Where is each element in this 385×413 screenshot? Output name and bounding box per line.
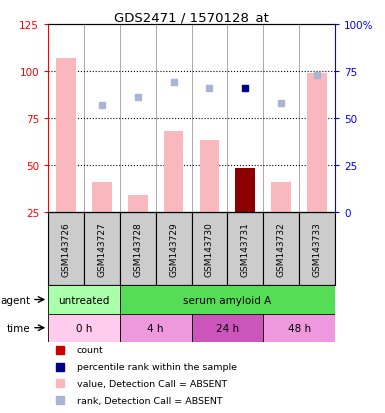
Title: GDS2471 / 1570128_at: GDS2471 / 1570128_at (114, 11, 269, 24)
Text: percentile rank within the sample: percentile rank within the sample (77, 362, 237, 371)
Bar (263, 212, 299, 286)
Bar (48, 212, 84, 286)
Text: GSM143726: GSM143726 (62, 222, 70, 276)
Text: GSM143728: GSM143728 (133, 222, 142, 276)
Bar (156, 212, 192, 286)
Bar (236, 169, 255, 212)
Bar (120, 286, 335, 314)
Bar (271, 182, 291, 212)
Text: time: time (7, 323, 30, 333)
Text: GSM143731: GSM143731 (241, 221, 250, 276)
Bar (192, 314, 263, 342)
Text: 0 h: 0 h (76, 323, 92, 333)
Bar (164, 132, 184, 212)
Bar (120, 314, 192, 342)
Text: GSM143727: GSM143727 (97, 222, 106, 276)
Text: 4 h: 4 h (147, 323, 164, 333)
Bar (192, 212, 228, 286)
Text: untreated: untreated (58, 295, 110, 305)
Bar (92, 182, 112, 212)
Text: GSM143733: GSM143733 (313, 221, 321, 276)
Bar (128, 195, 147, 212)
Bar (199, 141, 219, 212)
Text: GSM143729: GSM143729 (169, 222, 178, 276)
Text: value, Detection Call = ABSENT: value, Detection Call = ABSENT (77, 379, 227, 388)
Bar (56, 59, 76, 212)
Bar (307, 74, 327, 212)
Bar (48, 314, 120, 342)
Bar (263, 314, 335, 342)
Text: 48 h: 48 h (288, 323, 311, 333)
Text: rank, Detection Call = ABSENT: rank, Detection Call = ABSENT (77, 396, 223, 405)
Bar (48, 286, 120, 314)
Text: 24 h: 24 h (216, 323, 239, 333)
Text: agent: agent (0, 295, 30, 305)
Bar (299, 212, 335, 286)
Bar (120, 212, 156, 286)
Bar (84, 212, 120, 286)
Text: serum amyloid A: serum amyloid A (183, 295, 271, 305)
Text: GSM143730: GSM143730 (205, 221, 214, 276)
Text: GSM143732: GSM143732 (277, 222, 286, 276)
Text: count: count (77, 346, 104, 354)
Bar (228, 212, 263, 286)
